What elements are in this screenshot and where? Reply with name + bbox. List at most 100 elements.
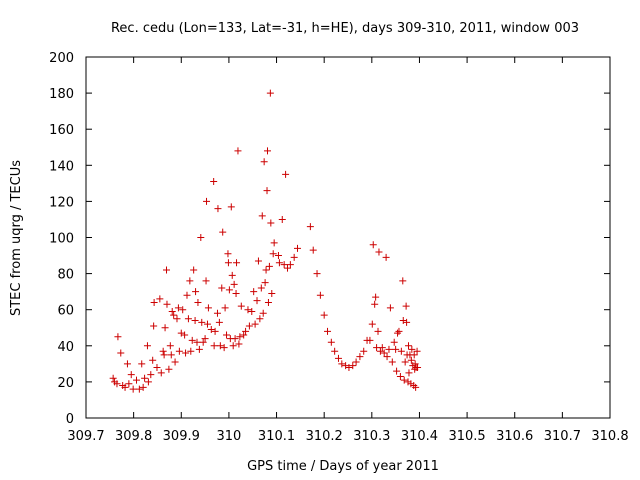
data-point xyxy=(366,336,374,344)
data-point xyxy=(224,250,232,258)
data-point xyxy=(204,304,212,312)
data-point xyxy=(121,383,129,391)
data-point xyxy=(383,353,391,361)
data-point xyxy=(251,320,259,328)
data-point xyxy=(125,380,133,388)
data-point xyxy=(175,347,183,355)
data-point xyxy=(397,347,405,355)
data-point xyxy=(258,212,266,220)
data-point xyxy=(248,308,256,316)
data-point xyxy=(184,315,192,323)
data-point xyxy=(194,298,202,306)
data-point xyxy=(213,309,221,317)
data-point xyxy=(375,248,383,256)
data-point xyxy=(171,358,179,366)
data-point xyxy=(177,329,185,337)
x-tick-label: 309.7 xyxy=(67,429,104,444)
data-point xyxy=(385,345,393,353)
data-point xyxy=(123,360,131,368)
data-point xyxy=(369,241,377,249)
data-point xyxy=(306,223,314,231)
data-point xyxy=(234,147,242,155)
data-point xyxy=(210,178,218,186)
data-point xyxy=(163,266,171,274)
data-point xyxy=(327,338,335,346)
data-point xyxy=(331,347,339,355)
data-point xyxy=(270,239,278,247)
x-axis-label: GPS time / Days of year 2011 xyxy=(247,459,439,474)
x-tick-label: 310.7 xyxy=(544,429,581,444)
data-point xyxy=(395,327,403,335)
y-tick-label: 160 xyxy=(49,123,74,138)
data-point xyxy=(278,215,286,223)
data-point xyxy=(290,253,298,261)
data-point xyxy=(342,362,350,370)
x-tick-label: 310.1 xyxy=(258,429,295,444)
data-point xyxy=(262,266,270,274)
data-point xyxy=(236,333,244,341)
data-point xyxy=(229,342,237,350)
data-point xyxy=(260,158,268,166)
data-point xyxy=(320,311,328,319)
data-point xyxy=(394,329,402,337)
x-tick-label: 310.6 xyxy=(496,429,533,444)
data-point xyxy=(265,262,273,270)
data-point xyxy=(380,349,388,357)
data-point xyxy=(352,358,360,366)
x-tick-label: 310.2 xyxy=(306,429,343,444)
data-point xyxy=(242,327,250,335)
x-tick-label: 310.8 xyxy=(591,429,628,444)
x-tick-label: 310 xyxy=(216,429,241,444)
data-point xyxy=(174,304,182,312)
data-point xyxy=(199,338,207,346)
data-point xyxy=(201,335,209,343)
data-point xyxy=(143,342,151,350)
data-point xyxy=(161,324,169,332)
plot-frame xyxy=(85,56,611,419)
data-point xyxy=(400,376,408,384)
data-point xyxy=(191,317,199,325)
data-point xyxy=(216,342,224,350)
data-point xyxy=(390,338,398,346)
data-point xyxy=(113,380,121,388)
chart-title: Rec. cedu (Lon=133, Lat=-31, h=HE), days… xyxy=(111,21,579,36)
data-point xyxy=(399,317,407,325)
data-point xyxy=(138,360,146,368)
data-point xyxy=(408,345,416,353)
data-point xyxy=(396,372,404,380)
x-tick-label: 310.4 xyxy=(401,429,438,444)
data-point xyxy=(349,362,357,370)
data-point xyxy=(237,302,245,310)
data-point xyxy=(165,365,173,373)
data-point xyxy=(404,342,412,350)
data-point xyxy=(374,327,382,335)
data-point xyxy=(338,360,346,368)
data-point xyxy=(156,295,164,303)
data-point xyxy=(403,318,411,326)
data-point xyxy=(235,340,243,348)
data-point xyxy=(173,315,181,323)
data-point xyxy=(257,284,265,292)
data-point xyxy=(411,360,419,368)
data-point xyxy=(228,271,236,279)
data-point xyxy=(224,259,232,267)
data-point xyxy=(149,356,157,364)
data-point xyxy=(117,349,125,357)
data-point xyxy=(334,354,342,362)
y-tick-label: 120 xyxy=(49,195,74,210)
data-point xyxy=(203,197,211,205)
data-point xyxy=(186,277,194,285)
data-point xyxy=(280,261,288,269)
data-point xyxy=(275,259,283,267)
axes: 309.7 309.8 309.9 310 310.1 310.2 310.3 310.4 31… xyxy=(49,51,628,444)
y-tick-label: 200 xyxy=(49,51,74,66)
data-point xyxy=(401,358,409,366)
x-tick-label: 309.8 xyxy=(115,429,152,444)
data-point xyxy=(182,349,190,357)
data-point xyxy=(259,309,267,317)
data-point xyxy=(413,347,421,355)
data-point xyxy=(160,351,168,359)
data-point xyxy=(167,351,175,359)
data-point xyxy=(139,383,147,391)
